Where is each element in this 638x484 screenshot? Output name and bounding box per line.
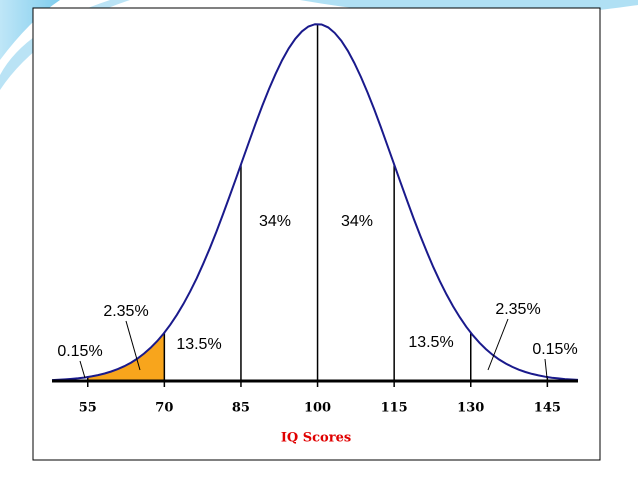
x-tick-label: 100 [304, 401, 331, 416]
x-tick-label: 55 [79, 401, 97, 416]
value-label: 34% [341, 213, 373, 230]
value-label: 2.35% [495, 301, 540, 318]
value-label: 13.5% [176, 336, 221, 353]
chart-frame [32, 7, 601, 461]
curve [51, 23, 579, 382]
label-pointer [487, 318, 509, 371]
region [87, 332, 165, 381]
x-tick-label: 115 [381, 401, 408, 416]
swoosh [0, 0, 130, 90]
x-tick-label: 130 [457, 401, 484, 416]
value-label: 0.15% [532, 341, 577, 358]
label-pointer [125, 320, 141, 371]
value-label: 34% [259, 213, 291, 230]
x-axis-label: IQ Scores [281, 431, 351, 446]
value-label: 13.5% [408, 334, 453, 351]
chart: IQ Scores 55 70 85 100 115 130 145 0.15% 2.35% 13… [51, 23, 579, 446]
x-tick-label: 70 [155, 401, 173, 416]
value-label: 2.35% [103, 303, 148, 320]
label-pointer [79, 360, 86, 379]
value-label: 0.15% [57, 343, 102, 360]
x-tick-label: 85 [232, 401, 250, 416]
label-pointer [544, 358, 548, 379]
x-tick-label: 145 [534, 401, 561, 416]
swoosh [0, 0, 60, 60]
